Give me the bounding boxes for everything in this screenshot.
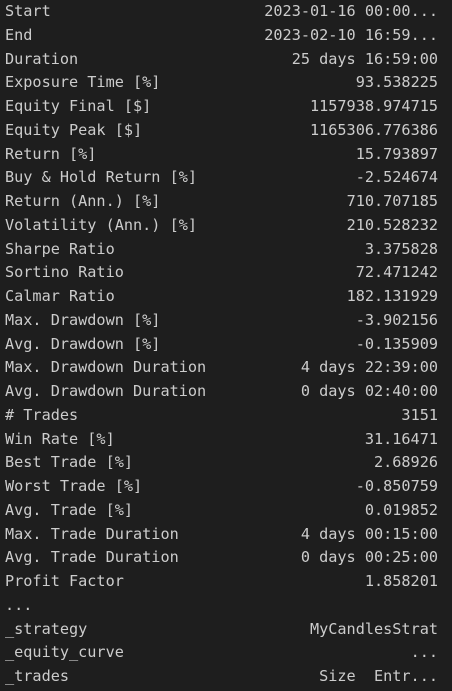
stat-value: 1157938.974715 (309, 97, 438, 115)
stat-row-strategy: _strategy MyCandlesStrat (0, 618, 452, 642)
stat-label: Max. Drawdown [%] (5, 310, 161, 329)
stat-value: 3.375828 (364, 239, 438, 258)
stat-label: Avg. Trade Duration (5, 548, 179, 567)
stat-label: Max. Trade Duration (5, 524, 179, 543)
stat-row-volatility-ann: Volatility (Ann.) [%] 210.528232 (0, 214, 452, 238)
stat-label: Calmar Ratio (5, 287, 115, 305)
stat-row-sharpe-ratio: Sharpe Ratio 3.375828 (0, 238, 452, 262)
stat-row-start: Start 2023-01-16 00:00... (0, 0, 452, 24)
stat-row-equity-peak: Equity Peak [$] 1165306.776386 (0, 119, 452, 143)
stat-row-avg-drawdown: Avg. Drawdown [%] -0.135909 (0, 333, 452, 357)
truncation-ellipsis: ... (5, 595, 33, 614)
stat-label: Worst Trade [%] (5, 477, 143, 495)
stat-row-avg-trade-duration: Avg. Trade Duration 0 days 00:25:00 (0, 546, 452, 570)
stat-row-equity-final: Equity Final [$] 1157938.974715 (0, 95, 452, 119)
stat-label: Max. Drawdown Duration (5, 358, 207, 377)
stat-value: 15.793897 (355, 144, 438, 163)
stat-label: Avg. Drawdown [%] (5, 334, 161, 353)
stat-row-trades: _trades Size Entr... (0, 665, 452, 689)
stat-value: 4 days 00:15:00 (300, 524, 438, 543)
stat-value: 72.471242 (355, 263, 438, 282)
stat-row-exposure-time: Exposure Time [%] 93.538225 (0, 71, 452, 95)
stat-label: Win Rate [%] (5, 429, 115, 448)
stat-value: 4 days 22:39:00 (300, 358, 438, 377)
stat-value: -3.902156 (355, 310, 438, 329)
stat-label: Exposure Time [%] (5, 73, 161, 92)
stat-value: -2.524674 (355, 168, 438, 187)
stat-label: _trades (5, 667, 70, 685)
stat-row-duration: Duration 25 days 16:59:00 (0, 48, 452, 72)
stat-value: 0.019852 (364, 500, 438, 519)
stat-value: 710.707185 (346, 192, 438, 210)
stat-label: End (5, 25, 33, 44)
stat-label: Duration (5, 49, 79, 68)
stat-row-max-drawdown: Max. Drawdown [%] -3.902156 (0, 309, 452, 333)
stat-label: Avg. Drawdown Duration (5, 382, 207, 400)
stat-label: Return (Ann.) [%] (5, 192, 161, 210)
stat-value: 2.68926 (373, 453, 438, 472)
stat-label: Buy & Hold Return [%] (5, 168, 198, 187)
stat-row-equity-curve: _equity_curve ... (0, 641, 452, 665)
stat-row-end: End 2023-02-10 16:59... (0, 24, 452, 48)
stat-row-max-drawdown-duration: Max. Drawdown Duration 4 days 22:39:00 (0, 356, 452, 380)
stat-label: Best Trade [%] (5, 453, 134, 472)
stat-value: 0 days 02:40:00 (300, 382, 438, 400)
stat-label: Volatility (Ann.) [%] (5, 215, 198, 234)
stat-value: 2023-02-10 16:59... (264, 25, 438, 44)
stat-value: 1.858201 (364, 572, 438, 590)
stat-row-sortino-ratio: Sortino Ratio 72.471242 (0, 261, 452, 285)
stat-value: 1165306.776386 (309, 120, 438, 139)
stat-label: Start (5, 2, 51, 20)
stat-value: 210.528232 (346, 215, 438, 234)
stat-value: 25 days 16:59:00 (291, 49, 438, 68)
stat-row-profit-factor: Profit Factor 1.858201 (0, 570, 452, 594)
stat-value: -0.135909 (355, 334, 438, 353)
stat-label: Avg. Trade [%] (5, 500, 134, 519)
stat-row-best-trade: Best Trade [%] 2.68926 (0, 451, 452, 475)
stat-value: -0.850759 (355, 477, 438, 495)
stat-value: MyCandlesStrat (309, 619, 438, 638)
stat-value: 2023-01-16 00:00... (264, 2, 438, 20)
stat-label: # Trades (5, 405, 79, 424)
stat-label: Return [%] (5, 144, 97, 163)
stat-value: ... (410, 643, 438, 662)
stat-row-max-trade-duration: Max. Trade Duration 4 days 00:15:00 (0, 523, 452, 547)
stat-row-calmar-ratio: Calmar Ratio 182.131929 (0, 285, 452, 309)
stat-value: Size Entr... (319, 667, 438, 685)
stat-value: 3151 (401, 405, 438, 424)
stat-label: Sharpe Ratio (5, 239, 115, 258)
stat-row-num-trades: # Trades 3151 (0, 404, 452, 428)
stat-label: Sortino Ratio (5, 263, 124, 282)
stat-row-avg-drawdown-duration: Avg. Drawdown Duration 0 days 02:40:00 (0, 380, 452, 404)
stat-value: 93.538225 (355, 73, 438, 92)
stat-label: Equity Peak [$] (5, 120, 143, 139)
stat-row-return: Return [%] 15.793897 (0, 143, 452, 167)
stat-row-buy-hold-return: Buy & Hold Return [%] -2.524674 (0, 166, 452, 190)
stat-row-avg-trade: Avg. Trade [%] 0.019852 (0, 499, 452, 523)
stat-value: 182.131929 (346, 287, 438, 305)
stat-row-return-ann: Return (Ann.) [%] 710.707185 (0, 190, 452, 214)
stat-row-win-rate: Win Rate [%] 31.16471 (0, 428, 452, 452)
stat-value: 0 days 00:25:00 (300, 548, 438, 567)
stat-label: Equity Final [$] (5, 97, 152, 115)
stat-row-worst-trade: Worst Trade [%] -0.850759 (0, 475, 452, 499)
stat-value: 31.16471 (364, 429, 438, 448)
stat-label: Profit Factor (5, 572, 124, 590)
stat-label: _strategy (5, 619, 88, 638)
stat-label: _equity_curve (5, 643, 124, 662)
